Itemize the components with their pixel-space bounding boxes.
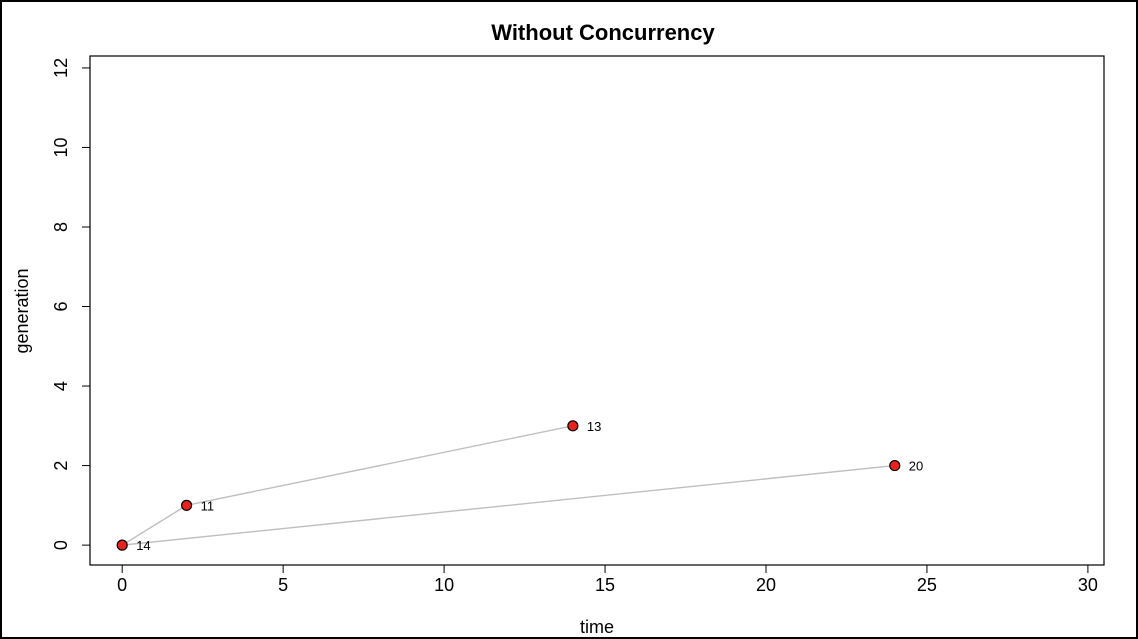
data-point xyxy=(889,459,901,472)
edge-line xyxy=(122,464,895,546)
data-point xyxy=(567,420,579,432)
y-tick-label: 4 xyxy=(51,381,71,391)
y-tick-label: 6 xyxy=(51,302,71,312)
x-tick-label: 20 xyxy=(756,575,776,595)
x-tick-label: 0 xyxy=(117,575,127,595)
y-tick-label: 2 xyxy=(51,461,71,471)
edge-line xyxy=(186,425,573,507)
y-tick-label: 12 xyxy=(51,58,71,78)
x-tick-label: 5 xyxy=(278,575,288,595)
y-tick-label: 10 xyxy=(51,137,71,157)
y-axis-label: generation xyxy=(12,268,32,353)
data-point-label: 11 xyxy=(201,498,215,513)
x-tick-label: 15 xyxy=(595,575,615,595)
x-tick-label: 10 xyxy=(434,575,454,595)
chart-title: Without Concurrency xyxy=(491,20,715,45)
plot-area-border xyxy=(89,55,1105,566)
x-axis: 0 5 10 15 20 25 30 xyxy=(117,564,1098,595)
x-axis-label: time xyxy=(580,617,614,637)
data-point xyxy=(180,499,193,511)
points-layer: 14 11 13 20 xyxy=(116,419,923,553)
data-point-label: 13 xyxy=(587,419,601,434)
y-tick-label: 0 xyxy=(51,540,71,550)
y-tick-label: 8 xyxy=(51,222,71,232)
x-tick-label: 25 xyxy=(917,575,937,595)
data-point-label: 14 xyxy=(136,538,150,553)
edge-line xyxy=(121,504,187,546)
x-tick-label: 30 xyxy=(1078,575,1098,595)
y-axis: 0 2 4 6 8 10 12 xyxy=(51,58,91,550)
data-point-label: 20 xyxy=(909,459,923,474)
edges-layer xyxy=(121,425,895,546)
data-point xyxy=(116,539,128,551)
